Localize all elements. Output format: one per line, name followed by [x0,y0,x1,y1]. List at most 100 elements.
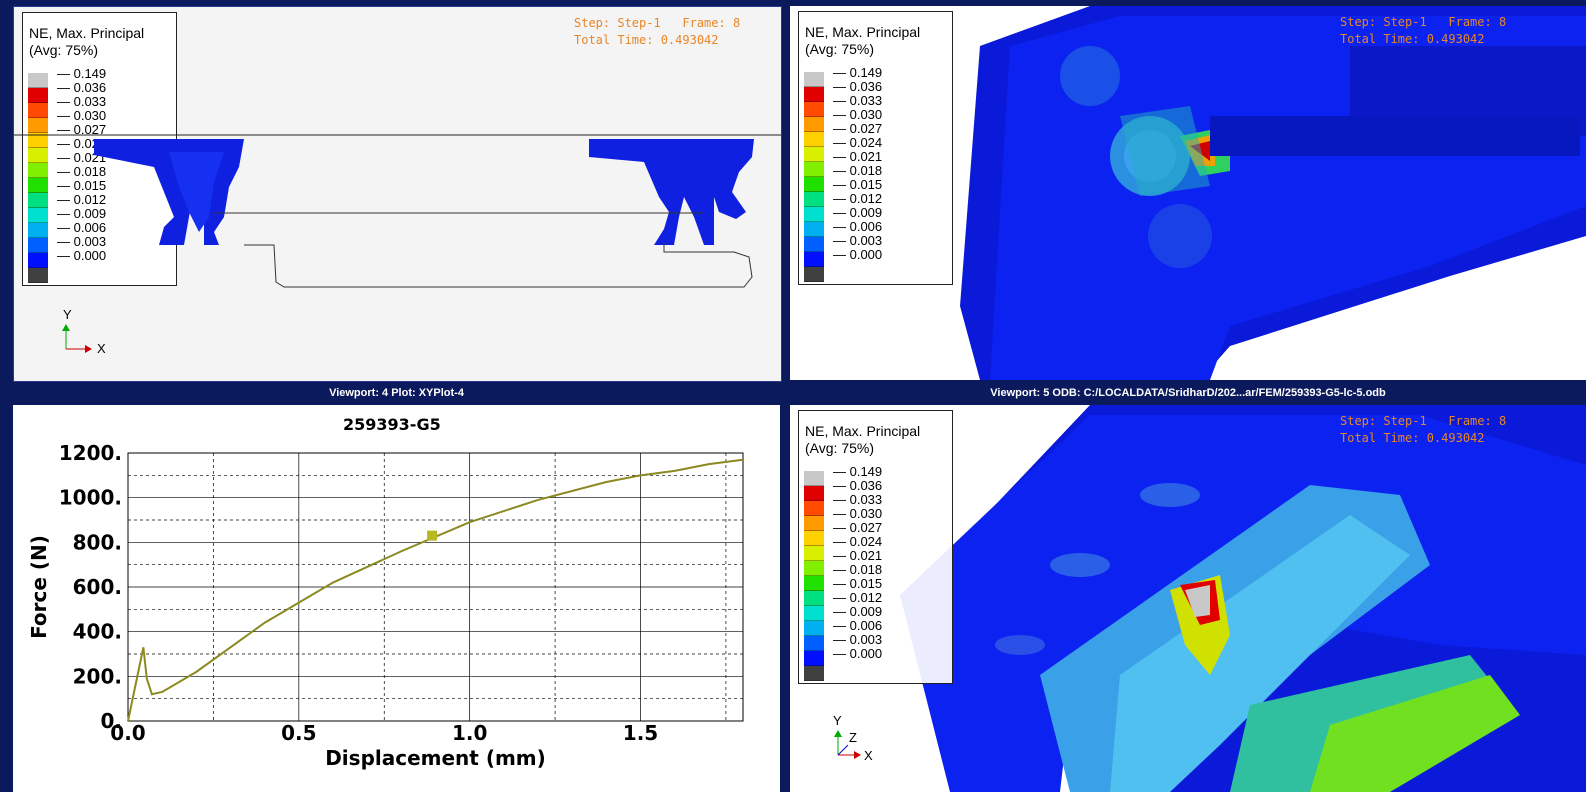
legend-value: — 0.018 [57,164,107,179]
legend-swatch [804,132,824,147]
legend-swatch [804,87,824,102]
step-info: Step: Step-1 Frame: 8 Total Time: 0.49304… [1340,14,1506,48]
legend-swatch [804,561,824,576]
current-frame-marker [427,530,438,541]
legend-swatch [804,501,824,516]
legend-colorbar [28,73,48,283]
legend-swatch [804,606,824,621]
legend-value: — 0.030 [833,506,883,521]
legend-swatch [804,591,824,606]
legend-value: — 0.018 [833,163,883,178]
legend-colorbar [804,471,824,681]
legend-value: — 0.006 [57,220,107,235]
legend-value: — 0.033 [833,492,883,507]
legend-swatch [28,223,48,238]
legend-top-right: NE, Max. Principal (Avg: 75%) — 0.149— 0.… [798,11,953,285]
legend-subtitle: (Avg: 75%) [29,42,98,58]
series-line [127,458,744,722]
legend-swatch [804,222,824,237]
step-label: Step: Step-1 Frame: 8 [574,16,741,30]
legend-value: — 0.015 [833,576,883,591]
legend-value: — 0.030 [57,108,107,123]
triad-z-label: Z [849,730,857,745]
legend-title: NE, Max. Principal [29,25,145,41]
legend-swatch [804,117,824,132]
legend-swatch [28,103,48,118]
y-tick-label: 0. [100,709,122,733]
legend-value: — 0.006 [833,618,883,633]
viewport5-titlebar[interactable]: Viewport: 5 ODB: C:/LOCALDATA/SridharD/2… [990,387,1386,399]
viewport-bottom-right[interactable]: NE, Max. Principal (Avg: 75%) — 0.149— 0.… [790,405,1586,792]
legend-swatch [28,208,48,223]
viewport4-titlebar[interactable]: Viewport: 4 Plot: XYPlot-4 [329,387,464,399]
legend-swatch [804,576,824,591]
viewport-top-right[interactable]: NE, Max. Principal (Avg: 75%) — 0.149— 0.… [790,6,1586,380]
legend-value: — 0.003 [833,632,883,647]
legend-swatch [28,148,48,163]
legend-value: — 0.021 [833,548,883,563]
legend-value: — 0.033 [833,93,883,108]
chart-title: 259393-G5 [343,415,441,434]
viewport-top-left[interactable]: NE, Max. Principal (Avg: 75%) — 0.149— 0.… [13,6,782,382]
legend-swatch [804,237,824,252]
y-tick-label: 800. [73,530,122,554]
legend-bottom-right: NE, Max. Principal (Avg: 75%) — 0.149— 0.… [798,410,953,684]
legend-value: — 0.021 [57,150,107,165]
y-tick-label: 600. [73,575,122,599]
triad-y-label: Y [833,713,842,728]
legend-swatch [28,163,48,178]
legend-value: — 0.000 [57,248,107,263]
legend-title: NE, Max. Principal [805,423,921,439]
x-tick-label: 1.5 [623,721,658,745]
legend-values: — 0.149— 0.036— 0.033— 0.030— 0.027— 0.0… [833,66,882,262]
legend-swatch [804,546,824,561]
legend-value: — 0.027 [833,121,883,136]
model-section-view [14,134,781,288]
y-tick-label: 400. [73,620,122,644]
x-tick-label: 0.5 [281,721,316,745]
legend-swatch [804,177,824,192]
legend-values: — 0.149— 0.036— 0.033— 0.030— 0.027— 0.0… [57,67,106,263]
legend-value: — 0.027 [833,520,883,535]
legend-values: — 0.149— 0.036— 0.033— 0.030— 0.027— 0.0… [833,465,882,661]
legend-swatch [804,471,824,486]
legend-value: — 0.036 [57,80,107,95]
viewport-xy-plot[interactable]: 259393-G5 0. 200. 400. 600. 800. 1000. 1200. 0.… [13,405,780,792]
legend-swatch [28,133,48,148]
legend-value: — 0.015 [833,177,883,192]
legend-value: — 0.000 [833,646,883,661]
legend-value: — 0.009 [833,604,883,619]
legend-swatch [28,193,48,208]
legend-swatch [804,636,824,651]
legend-subtitle: (Avg: 75%) [805,440,874,456]
legend-swatch [804,207,824,222]
legend-swatch [804,147,824,162]
triad-y-label: Y [63,307,72,322]
legend-swatch [804,516,824,531]
legend-swatch [28,73,48,88]
step-info: Step: Step-1 Frame: 8 Total Time: 0.49304… [1340,413,1506,447]
legend-value: — 0.003 [57,234,107,249]
total-time-label: Total Time: 0.493042 [1340,32,1485,46]
legend-value: — 0.012 [833,590,883,605]
legend-swatch [28,238,48,253]
legend-swatch [804,486,824,501]
legend-value: — 0.036 [833,79,883,94]
xy-plot: 0. 200. 400. 600. 800. 1000. 1200. 0.0 0.5 1.0 1.5… [27,441,744,770]
legend-swatch [804,252,824,267]
legend-value: — 0.018 [833,562,883,577]
legend-value: — 0.024 [57,136,107,151]
legend-swatch [28,268,48,283]
legend-value: — 0.000 [833,247,883,262]
legend-title: NE, Max. Principal [805,24,921,40]
triad-bottom: Y Z X [828,710,888,768]
step-label: Step: Step-1 Frame: 8 [1340,414,1507,428]
model-3d-view-bottom [900,405,1586,792]
legend-value: — 0.149 [57,66,107,81]
legend-swatch [804,531,824,546]
legend-value: — 0.149 [833,464,883,479]
legend-swatch [804,192,824,207]
legend-swatch [804,651,824,666]
legend-value: — 0.012 [57,192,107,207]
legend-swatch [28,88,48,103]
